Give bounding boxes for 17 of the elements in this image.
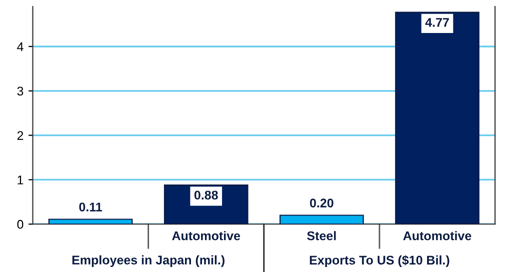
text: Employees in Japan (mil.) — [72, 255, 224, 267]
x-tick-label: Automotive — [172, 231, 240, 240]
x-tick-label: Automotive — [403, 231, 472, 240]
x-tick-label: Steel — [307, 231, 336, 240]
y-tick-label: 2 — [17, 131, 24, 140]
data-label: 0.20 — [310, 198, 334, 208]
data-label: 0.11 — [79, 202, 102, 212]
y-tick-label: 1 — [18, 176, 24, 184]
bar — [48, 218, 133, 224]
y-tick-label: 4 — [17, 42, 24, 52]
bar — [280, 214, 364, 224]
y-tick-label: 0 — [17, 220, 24, 229]
data-label: 4.77 — [425, 18, 449, 27]
text: Exports To US ($10 Bil.) — [310, 255, 450, 268]
bar — [395, 12, 480, 224]
y-tick-label: 3 — [17, 86, 24, 96]
data-label: 0.88 — [194, 190, 218, 200]
